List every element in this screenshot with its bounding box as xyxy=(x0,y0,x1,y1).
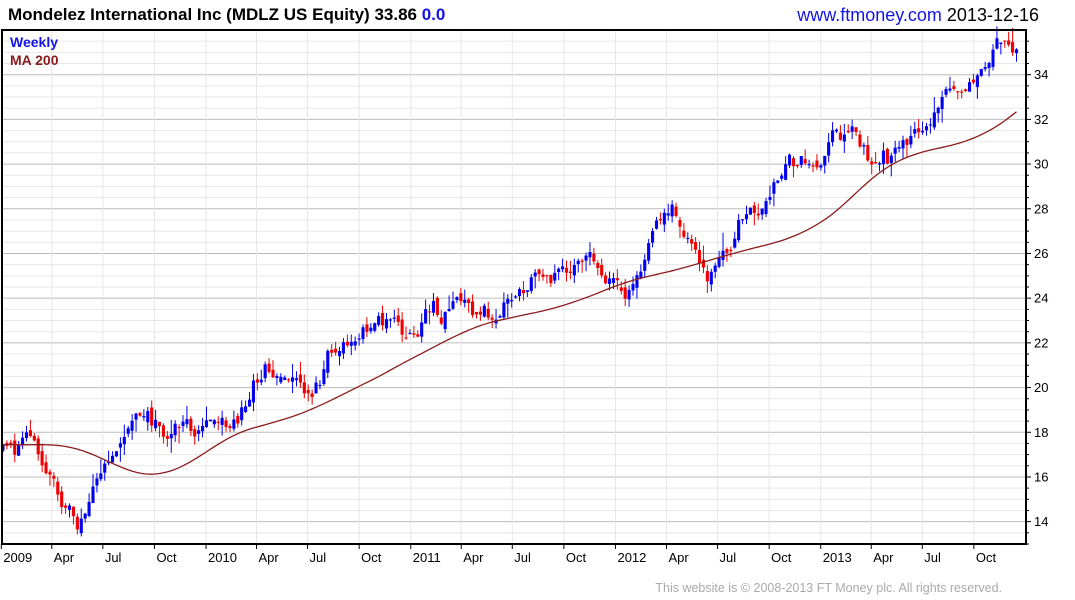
svg-text:Apr: Apr xyxy=(54,550,75,565)
svg-text:Jul: Jul xyxy=(310,550,327,565)
svg-text:Jul: Jul xyxy=(924,550,941,565)
svg-text:Jul: Jul xyxy=(514,550,531,565)
svg-text:Apr: Apr xyxy=(669,550,690,565)
svg-text:30: 30 xyxy=(1034,157,1048,172)
svg-text:20: 20 xyxy=(1034,380,1048,395)
svg-text:28: 28 xyxy=(1034,201,1048,216)
svg-text:26: 26 xyxy=(1034,246,1048,261)
svg-text:2011: 2011 xyxy=(413,550,441,565)
svg-text:32: 32 xyxy=(1034,112,1048,127)
svg-text:Oct: Oct xyxy=(771,550,792,565)
svg-text:18: 18 xyxy=(1034,425,1048,440)
svg-text:2013: 2013 xyxy=(823,550,852,565)
svg-text:24: 24 xyxy=(1034,291,1048,306)
svg-text:22: 22 xyxy=(1034,335,1048,350)
svg-text:Jul: Jul xyxy=(105,550,122,565)
svg-text:Apr: Apr xyxy=(873,550,894,565)
svg-text:Oct: Oct xyxy=(361,550,382,565)
svg-text:2009: 2009 xyxy=(3,550,32,565)
svg-text:Jul: Jul xyxy=(720,550,737,565)
svg-text:Apr: Apr xyxy=(463,550,484,565)
svg-text:2012: 2012 xyxy=(617,550,646,565)
svg-text:Oct: Oct xyxy=(156,550,177,565)
svg-text:16: 16 xyxy=(1034,469,1048,484)
svg-text:34: 34 xyxy=(1034,67,1048,82)
svg-text:Oct: Oct xyxy=(566,550,587,565)
svg-text:2010: 2010 xyxy=(208,550,237,565)
svg-text:14: 14 xyxy=(1034,514,1048,529)
svg-text:Oct: Oct xyxy=(976,550,997,565)
svg-text:Apr: Apr xyxy=(259,550,280,565)
